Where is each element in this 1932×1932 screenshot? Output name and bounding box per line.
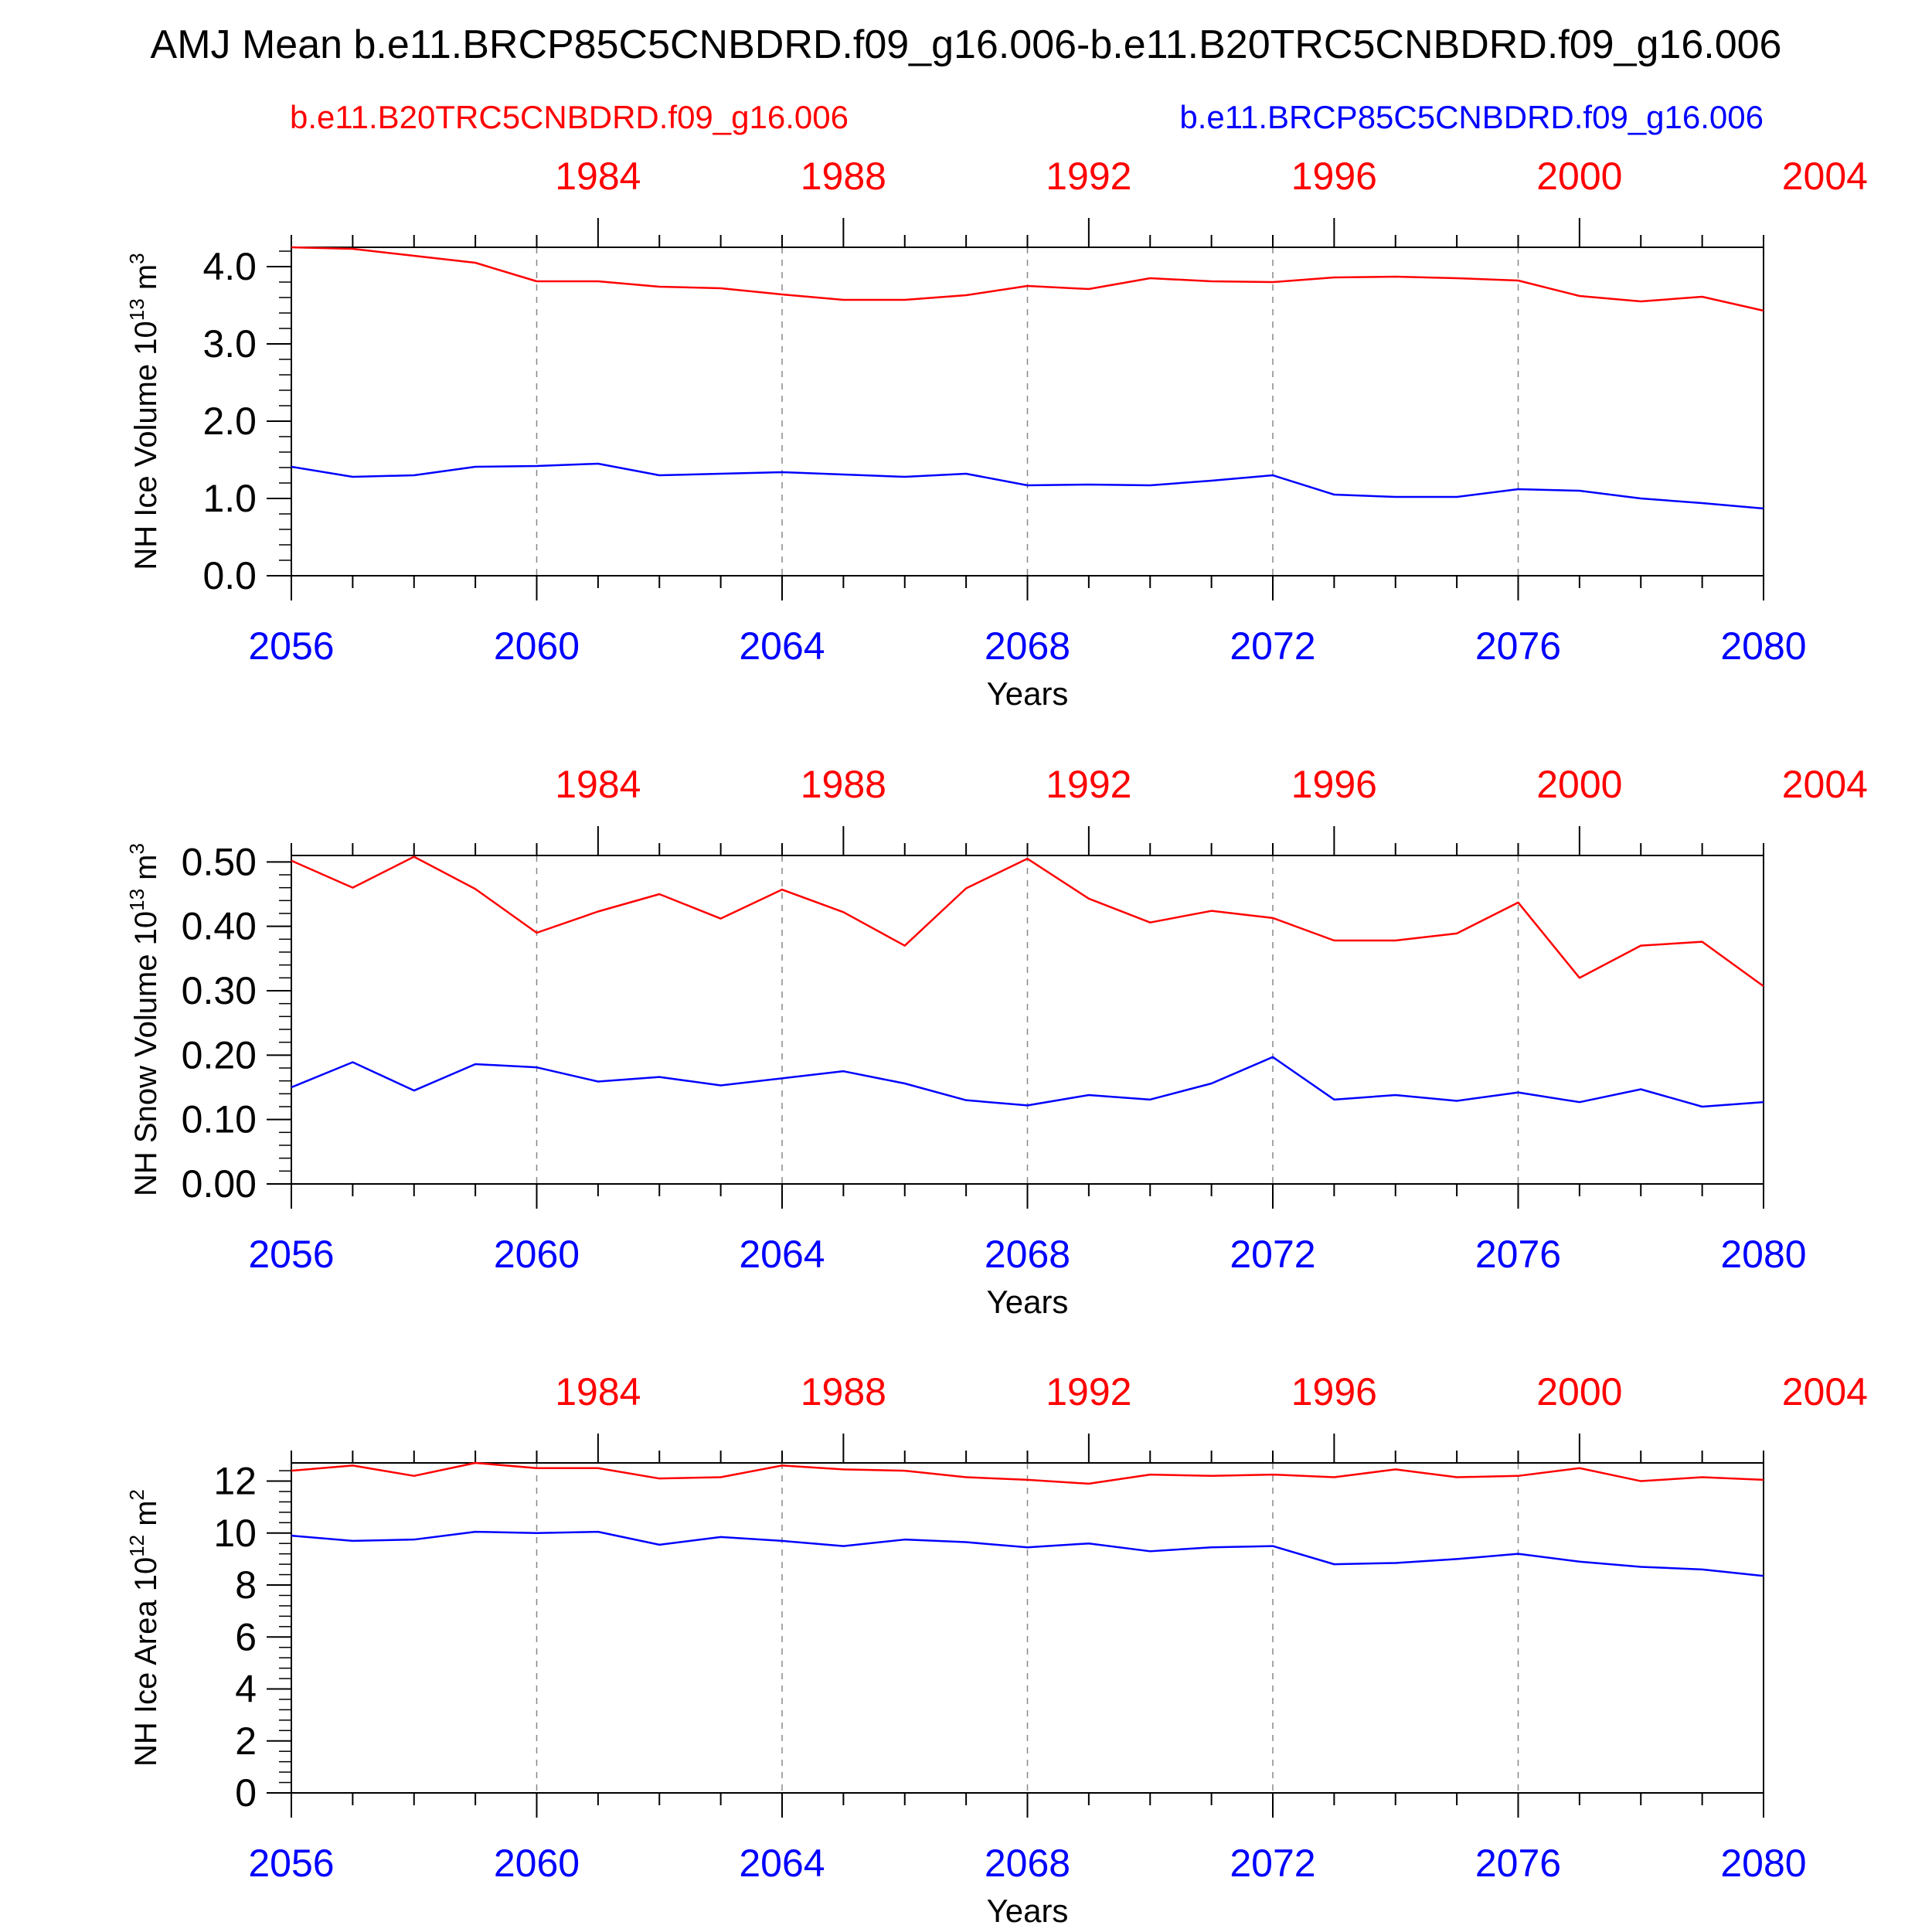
x-tick-label-bottom: 2076	[1475, 624, 1561, 668]
x-tick-label-bottom: 2060	[494, 1233, 580, 1276]
y-axis-label-part: m	[129, 1500, 163, 1534]
y-tick-label: 1.0	[202, 477, 257, 520]
y-tick-label: 6	[235, 1615, 257, 1658]
y-axis-label-part: m	[129, 264, 163, 298]
x-axis-label: Years	[987, 1284, 1069, 1320]
x-tick-label-top: 1984	[555, 155, 641, 198]
x-tick-label-bottom: 2076	[1475, 1233, 1561, 1276]
y-tick-label: 4.0	[202, 245, 257, 288]
y-tick-label: 0.20	[182, 1033, 257, 1077]
x-tick-label-bottom: 2056	[248, 1842, 334, 1885]
x-tick-label-bottom: 2076	[1475, 1842, 1561, 1885]
y-tick-label: 0	[235, 1771, 257, 1815]
x-tick-label-top: 2000	[1536, 155, 1622, 198]
y-tick-label: 0.40	[182, 905, 257, 948]
x-tick-label-top: 1988	[801, 763, 886, 806]
x-tick-label-bottom: 2080	[1720, 624, 1806, 668]
y-tick-label: 3.0	[202, 322, 257, 366]
y-tick-label: 2	[235, 1719, 257, 1763]
y-axis-label-exponent: 3	[125, 253, 148, 264]
y-tick-label: 0.10	[182, 1098, 257, 1141]
x-tick-label-bottom: 2080	[1720, 1842, 1806, 1885]
y-tick-label: 2.0	[202, 400, 257, 443]
y-tick-label: 0.0	[202, 554, 257, 597]
x-tick-label-top: 2000	[1536, 763, 1622, 806]
x-axis-label: Years	[987, 675, 1069, 712]
x-tick-label-top: 2004	[1782, 155, 1868, 198]
series-line-red	[291, 1461, 1764, 1485]
x-tick-label-bottom: 2064	[739, 1842, 825, 1885]
x-tick-label-bottom: 2068	[985, 1233, 1070, 1276]
y-axis-label: NH Ice Volume 1013 m3	[125, 253, 163, 570]
y-axis-label-exponent: 2	[125, 1489, 148, 1500]
y-axis-label: NH Ice Area 1012 m2	[125, 1489, 163, 1767]
x-tick-label-bottom: 2056	[248, 1233, 334, 1276]
x-tick-label-bottom: 2068	[985, 1842, 1070, 1885]
series-line-red	[291, 855, 1764, 988]
y-axis-label-part: NH Ice Area 10	[129, 1557, 163, 1767]
x-tick-label-bottom: 2072	[1230, 624, 1315, 668]
x-tick-label-top: 1988	[801, 155, 886, 198]
x-tick-label-bottom: 2072	[1230, 1233, 1315, 1276]
x-tick-label-bottom: 2060	[494, 624, 580, 668]
series-line-blue	[291, 1530, 1764, 1577]
x-tick-label-bottom: 2064	[739, 624, 825, 668]
x-tick-label-bottom: 2056	[248, 624, 334, 668]
y-tick-label: 10	[213, 1512, 257, 1555]
x-tick-label-top: 1996	[1291, 1370, 1377, 1413]
series-line-blue	[291, 1056, 1764, 1108]
x-tick-label-bottom: 2080	[1720, 1233, 1806, 1276]
panel-1: 2056 2060 2064 2068 2072 2076 2080 1984 1988 1992…	[125, 155, 1868, 712]
x-tick-label-top: 1984	[555, 763, 641, 806]
x-tick-label-bottom: 2072	[1230, 1842, 1315, 1885]
y-axis-label-part: m	[129, 855, 163, 889]
x-axis-label: Years	[987, 1893, 1069, 1929]
series-line-red	[291, 246, 1764, 312]
y-tick-label: 12	[213, 1460, 257, 1503]
x-tick-label-top: 1992	[1046, 155, 1131, 198]
y-tick-label: 8	[235, 1563, 257, 1607]
x-tick-label-top: 1996	[1291, 763, 1377, 806]
series-line-blue	[291, 462, 1764, 510]
y-axis-label-exponent: 12	[125, 1535, 148, 1557]
legend-label-red: b.e11.B20TRC5CNBDRD.f09_g16.006	[290, 99, 849, 135]
page-title: AMJ Mean b.e11.BRCP85C5CNBDRD.f09_g16.00…	[150, 22, 1782, 67]
y-axis-label-part: NH Ice Volume 10	[129, 321, 163, 570]
y-tick-label: 0.50	[182, 840, 257, 883]
legend-label-blue: b.e11.BRCP85C5CNBDRD.f09_g16.006	[1179, 99, 1764, 135]
y-axis-label-exponent: 3	[125, 843, 148, 854]
x-tick-label-top: 1988	[801, 1370, 886, 1413]
x-tick-label-top: 2004	[1782, 763, 1868, 806]
y-axis-label-exponent: 13	[125, 298, 148, 321]
y-axis-label-exponent: 13	[125, 889, 148, 911]
x-tick-label-top: 2004	[1782, 1370, 1868, 1413]
x-tick-label-top: 1996	[1291, 155, 1377, 198]
panel-2: 2056 2060 2064 2068 2072 2076 2080 1984 1988 1992…	[125, 763, 1868, 1320]
y-tick-label: 0.30	[182, 969, 257, 1012]
x-tick-label-bottom: 2064	[739, 1233, 825, 1276]
y-axis-label: NH Snow Volume 1013 m3	[125, 843, 163, 1196]
y-tick-label: 0.00	[182, 1162, 257, 1206]
x-tick-label-top: 1992	[1046, 1370, 1131, 1413]
x-tick-label-bottom: 2060	[494, 1842, 580, 1885]
y-axis-label-part: NH Snow Volume 10	[129, 911, 163, 1196]
x-tick-label-top: 1992	[1046, 763, 1131, 806]
x-tick-label-bottom: 2068	[985, 624, 1070, 668]
x-tick-label-top: 1984	[555, 1370, 641, 1413]
y-tick-label: 4	[235, 1668, 257, 1711]
x-tick-label-top: 2000	[1536, 1370, 1622, 1413]
